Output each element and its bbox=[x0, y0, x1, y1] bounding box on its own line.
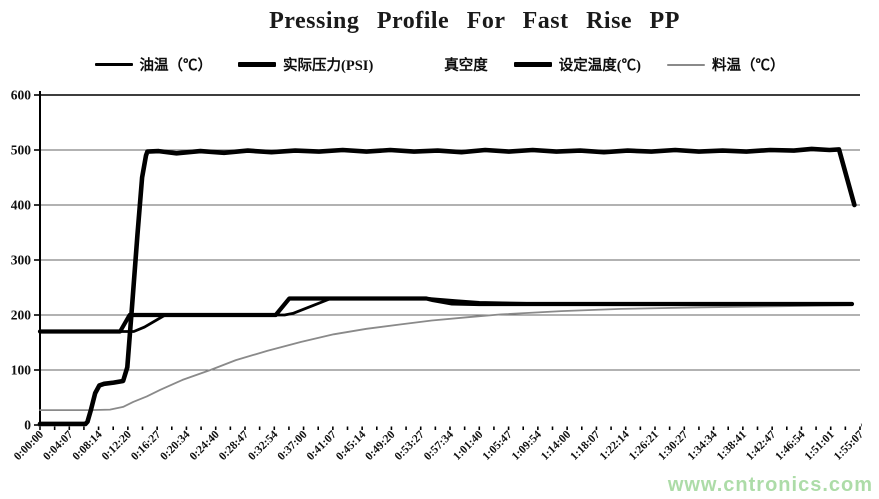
x-axis-label-1:09:54: 1:09:54 bbox=[510, 428, 544, 462]
y-axis-label-500: 500 bbox=[11, 143, 32, 158]
series-material-temp-line bbox=[39, 304, 853, 412]
y-axis-label-600: 600 bbox=[11, 88, 32, 103]
legend-label-oil-temp: 油温（℃） bbox=[139, 58, 213, 74]
x-axis-label-1:42:47: 1:42:47 bbox=[744, 428, 778, 462]
legend-item-set-temp: 设定温度(℃) bbox=[513, 54, 641, 75]
x-axis-label-0:37:00: 0:37:00 bbox=[275, 428, 309, 462]
x-axis-label-1:22:14: 1:22:14 bbox=[598, 428, 632, 462]
series-set-temp-line bbox=[37, 296, 855, 334]
x-axis-label-1:30:27: 1:30:27 bbox=[656, 428, 690, 462]
legend-item-oil-temp: 油温（℃） bbox=[94, 54, 213, 75]
x-axis-label-0:08:14: 0:08:14 bbox=[70, 428, 104, 462]
x-axis-label-1:26:21: 1:26:21 bbox=[627, 428, 661, 462]
legend-line-swatch-material-temp bbox=[666, 63, 705, 66]
x-axis-label-0:49:20: 0:49:20 bbox=[363, 428, 397, 462]
chart-title: Pressing Profile For Fast Rise PP bbox=[269, 8, 680, 34]
x-axis-label-0:12:20: 0:12:20 bbox=[100, 428, 134, 462]
legend-item-actual-pressure: 实际压力(PSI) bbox=[238, 54, 373, 75]
legend-label-material-temp: 料温（℃） bbox=[711, 58, 785, 74]
x-axis-label-1:14:00: 1:14:00 bbox=[539, 428, 573, 462]
legend-line-swatch-oil-temp bbox=[94, 63, 133, 66]
y-axis-label-300: 300 bbox=[11, 253, 32, 268]
x-axis-label-0:53:27: 0:53:27 bbox=[393, 428, 427, 462]
legend-label-set-temp: 设定温度(℃) bbox=[558, 58, 641, 74]
x-axis-label-0:28:47: 0:28:47 bbox=[217, 428, 251, 462]
x-axis-label-0:04:07: 0:04:07 bbox=[41, 428, 75, 462]
x-axis-label-0:00:00: 0:00:00 bbox=[12, 428, 46, 462]
x-axis-label-0:57:34: 0:57:34 bbox=[422, 428, 456, 462]
x-axis-label-0:24:40: 0:24:40 bbox=[188, 428, 222, 462]
chart-legend: 油温（℃） 实际压力(PSI) 真空度 设定温度(℃) 料温（℃） bbox=[0, 54, 879, 75]
y-axis-label-100: 100 bbox=[11, 363, 32, 378]
x-axis-label-0:41:07: 0:41:07 bbox=[305, 428, 339, 462]
x-axis-label-0:20:34: 0:20:34 bbox=[158, 428, 192, 462]
legend-line-swatch-set-temp bbox=[513, 62, 552, 67]
x-axis-label-0:16:27: 0:16:27 bbox=[129, 428, 163, 462]
legend-label-actual-pressure: 实际压力(PSI) bbox=[283, 58, 374, 74]
x-axis-label-1:18:07: 1:18:07 bbox=[568, 428, 602, 462]
y-axis-label-0: 0 bbox=[24, 418, 31, 433]
x-axis-label-1:01:40: 1:01:40 bbox=[451, 428, 485, 462]
series-actual-pressure-line bbox=[37, 146, 857, 427]
legend-label-vacuum: 真空度 bbox=[444, 58, 488, 74]
y-axis-label-200: 200 bbox=[11, 308, 32, 323]
x-axis-label-1:34:34: 1:34:34 bbox=[685, 428, 719, 462]
x-axis-label-0:45:14: 0:45:14 bbox=[334, 428, 368, 462]
y-axis-label-400: 400 bbox=[11, 198, 32, 213]
watermark: www.cntronics.com bbox=[667, 474, 873, 496]
legend-line-swatch-vacuum bbox=[399, 62, 438, 67]
x-axis-label-1:46:54: 1:46:54 bbox=[773, 428, 807, 462]
legend-item-material-temp: 料温（℃） bbox=[666, 54, 785, 75]
x-axis-label-1:05:47: 1:05:47 bbox=[480, 428, 514, 462]
x-axis-label-0:32:54: 0:32:54 bbox=[246, 428, 280, 462]
x-axis-label-1:51:01: 1:51:01 bbox=[803, 428, 837, 462]
x-axis-label-1:55:07: 1:55:07 bbox=[832, 428, 866, 462]
legend-line-swatch-actual-pressure bbox=[238, 62, 277, 67]
x-axis-label-1:38:41: 1:38:41 bbox=[715, 428, 749, 462]
legend-item-vacuum: 真空度 bbox=[399, 54, 488, 75]
